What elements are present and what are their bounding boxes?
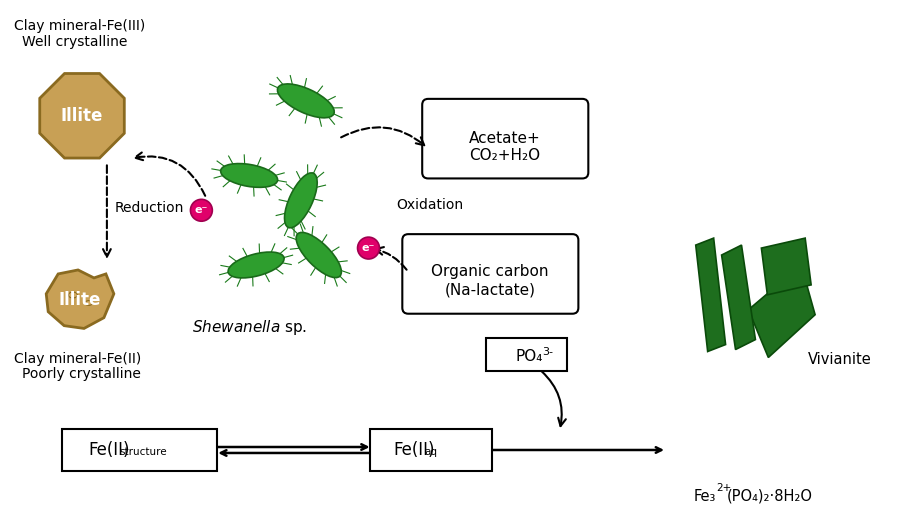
Polygon shape <box>40 74 124 158</box>
FancyArrowPatch shape <box>135 152 206 196</box>
Text: aq: aq <box>424 447 437 457</box>
Text: Acetate+: Acetate+ <box>469 131 540 146</box>
Text: (PO₄)₂·8H₂O: (PO₄)₂·8H₂O <box>727 489 812 504</box>
FancyBboxPatch shape <box>422 99 588 179</box>
FancyBboxPatch shape <box>371 429 491 471</box>
Text: Clay mineral-Fe(II): Clay mineral-Fe(II) <box>15 351 142 365</box>
Ellipse shape <box>85 301 92 305</box>
Text: Illite: Illite <box>61 107 103 125</box>
Polygon shape <box>696 238 726 351</box>
Circle shape <box>358 237 380 259</box>
FancyArrowPatch shape <box>375 247 407 270</box>
Text: Reduction: Reduction <box>115 201 184 215</box>
Polygon shape <box>722 245 755 350</box>
Ellipse shape <box>220 163 278 187</box>
Text: Organic carbon: Organic carbon <box>431 265 549 279</box>
Text: Vivianite: Vivianite <box>809 351 872 366</box>
Text: Illite: Illite <box>59 291 101 309</box>
Text: 2+: 2+ <box>716 483 732 493</box>
Ellipse shape <box>285 173 317 228</box>
FancyBboxPatch shape <box>402 234 578 314</box>
FancyBboxPatch shape <box>486 338 567 372</box>
Text: PO₄: PO₄ <box>515 349 543 364</box>
Text: 3-: 3- <box>542 347 553 357</box>
FancyArrowPatch shape <box>341 127 424 145</box>
Text: Fe(II): Fe(II) <box>394 441 435 459</box>
Text: CO₂+H₂O: CO₂+H₂O <box>469 148 540 163</box>
FancyArrowPatch shape <box>541 371 566 426</box>
Ellipse shape <box>228 252 284 278</box>
Text: (Na-lactate): (Na-lactate) <box>444 282 536 298</box>
Polygon shape <box>762 238 811 295</box>
Polygon shape <box>46 270 113 328</box>
Circle shape <box>191 199 212 221</box>
Text: $\it{Shewanella}$ sp.: $\it{Shewanella}$ sp. <box>192 318 307 337</box>
Polygon shape <box>749 265 815 358</box>
Text: e⁻: e⁻ <box>361 243 375 253</box>
Text: Fe₃: Fe₃ <box>693 489 716 504</box>
Text: structure: structure <box>120 447 168 457</box>
Text: Well crystalline: Well crystalline <box>22 35 128 49</box>
Ellipse shape <box>296 232 341 278</box>
FancyBboxPatch shape <box>62 429 218 471</box>
Text: Poorly crystalline: Poorly crystalline <box>22 367 141 382</box>
Text: e⁻: e⁻ <box>195 205 208 215</box>
Text: Fe(II): Fe(II) <box>88 441 129 459</box>
Text: Oxidation: Oxidation <box>396 198 464 212</box>
FancyArrowPatch shape <box>103 165 111 257</box>
Text: Clay mineral-Fe(III): Clay mineral-Fe(III) <box>15 19 146 33</box>
Ellipse shape <box>278 84 335 118</box>
Ellipse shape <box>68 292 77 298</box>
